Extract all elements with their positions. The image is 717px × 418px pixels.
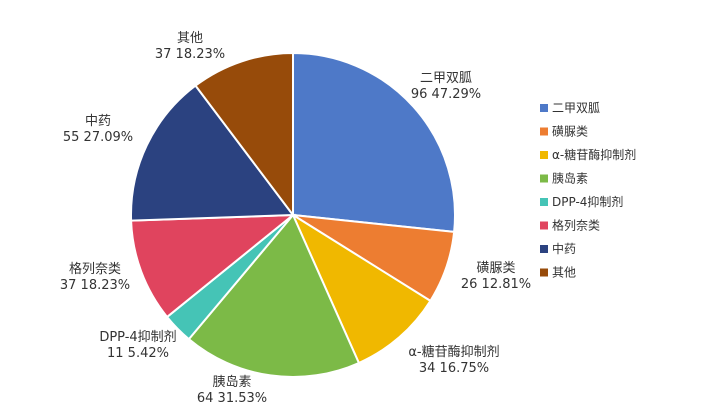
slice-label-name: 二甲双胍	[420, 71, 472, 86]
legend-label: 二甲双胍	[552, 100, 600, 115]
pie-slice-7	[194, 51, 294, 218]
legend-label: DPP-4抑制剂	[552, 194, 623, 209]
slice-label-name: 胰岛素	[212, 374, 251, 390]
slice-label-value: 26 12.81%	[461, 277, 531, 292]
pie-slice-5	[130, 213, 296, 319]
slice-label-name: 格列奈类	[69, 261, 121, 277]
legend-label: 胰岛素	[552, 171, 588, 186]
slice-label-value: 37 18.23%	[155, 47, 225, 62]
pie-slice-3	[187, 213, 361, 378]
pie-slice-6	[130, 84, 295, 222]
legend-swatch	[540, 268, 548, 277]
legend-swatch	[540, 198, 548, 206]
slice-label-name: DPP-4抑制剂	[99, 330, 176, 345]
legend-label: 格列奈类	[552, 218, 600, 233]
legend-label: 其他	[552, 266, 576, 280]
legend-swatch	[540, 104, 548, 112]
legend-swatch	[540, 221, 548, 230]
slice-label-name: 磺脲类	[476, 261, 515, 276]
pie-slice-0	[292, 51, 456, 234]
legend-label: α-糖苷酶抑制剂	[552, 147, 636, 162]
slice-label-value: 37 18.23%	[60, 278, 130, 293]
slice-label-name: α-糖苷酶抑制剂	[408, 344, 499, 360]
legend-label: 磺脲类	[552, 125, 588, 139]
slice-label-value: 11 5.42%	[107, 346, 169, 361]
slice-label-value: 55 27.09%	[63, 130, 133, 145]
legend-swatch	[540, 174, 548, 183]
legend-swatch	[540, 151, 548, 159]
pie-slice-2	[290, 212, 432, 365]
legend-label: 中药	[552, 241, 576, 256]
legend-swatch	[540, 245, 548, 253]
slice-label-value: 64 31.53%	[197, 391, 267, 406]
slice-label-value: 34 16.75%	[419, 361, 489, 376]
slice-label-value: 96 47.29%	[411, 87, 481, 102]
slice-label-name: 其他	[177, 31, 203, 46]
pie-slices	[130, 51, 456, 378]
slice-label-name: 中药	[85, 114, 111, 129]
legend-swatch	[540, 127, 548, 136]
